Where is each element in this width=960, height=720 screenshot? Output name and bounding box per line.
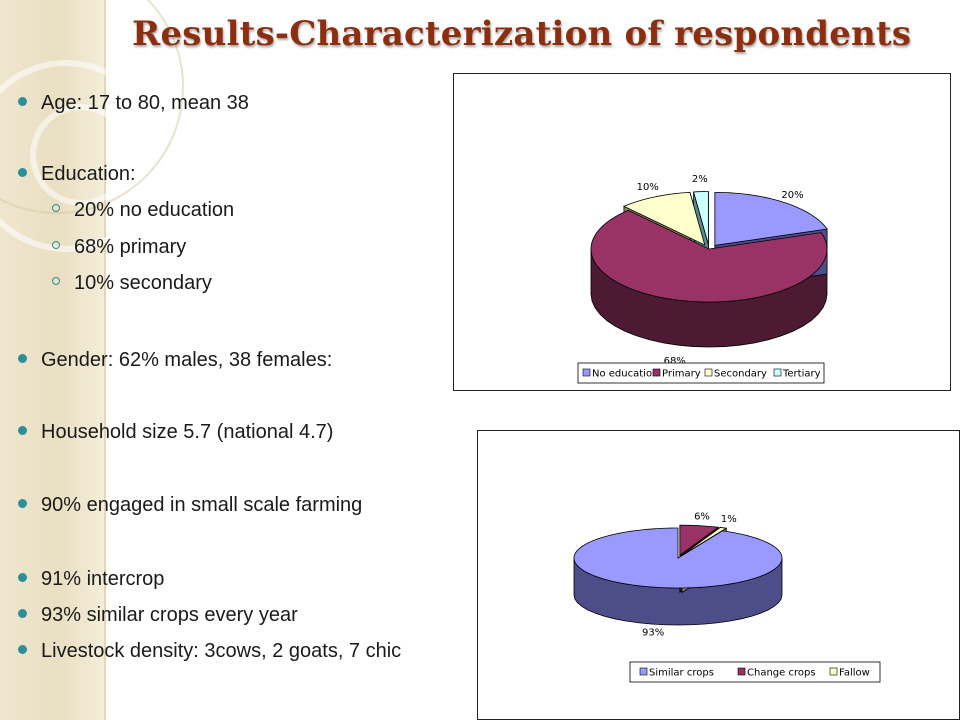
data-label-similar-crops: 93% bbox=[642, 628, 664, 639]
chart-legend bbox=[629, 661, 881, 683]
legend-swatch-similar-crops bbox=[639, 667, 648, 676]
pie-slice-tertiary bbox=[693, 191, 709, 245]
bullet-dot bbox=[18, 426, 27, 435]
chart-legend bbox=[577, 362, 825, 384]
legend-swatch-fallow bbox=[829, 667, 838, 676]
bullet-education: Education: bbox=[18, 163, 136, 186]
sub-bullet-ring bbox=[52, 277, 60, 285]
sub-bullet-text: 10% secondary bbox=[74, 272, 212, 294]
education-pie-chart: 20% 68% 10% 2% No education Primary Secondary T… bbox=[577, 174, 828, 384]
legend-swatch-tertiary bbox=[773, 368, 782, 377]
pie-slice-no-education bbox=[714, 191, 828, 246]
bullet-dot bbox=[18, 354, 27, 363]
bullet-dot bbox=[18, 97, 27, 106]
bullet-gender: Gender: 62% males, 38 females: bbox=[18, 349, 332, 372]
crop-pie-chart: 93% 6% 1% Similar crops Change crops Fallow bbox=[573, 511, 881, 683]
bullet-dot bbox=[18, 168, 27, 177]
pie-slice-similar-crops bbox=[573, 527, 783, 589]
education-chart-panel: 20% 68% 10% 2% No education Primary Secondary T… bbox=[453, 73, 951, 391]
data-label-no-education: 20% bbox=[781, 190, 803, 201]
bullet-farming: 90% engaged in small scale farming bbox=[18, 494, 362, 517]
sub-bullet: 68% primary bbox=[52, 236, 186, 259]
data-label-primary: 68% bbox=[664, 356, 686, 367]
bullet-intercrop: 91% intercrop bbox=[18, 568, 164, 591]
stripe-edge bbox=[104, 0, 106, 720]
legend-label-tertiary: Tertiary bbox=[782, 369, 821, 380]
bullet-age: Age: 17 to 80, mean 38 bbox=[18, 92, 249, 115]
sub-bullet-text: 20% no education bbox=[74, 199, 235, 221]
legend-label-change-crops: Change crops bbox=[747, 668, 816, 679]
legend-swatch-no-education bbox=[582, 368, 591, 377]
bullet-text: 91% intercrop bbox=[41, 568, 165, 590]
pie-slice-primary bbox=[590, 209, 828, 303]
legend-swatch-secondary bbox=[704, 368, 713, 377]
pie-slice-change-crops bbox=[679, 524, 720, 556]
pie-slice-fallow bbox=[681, 527, 728, 556]
bullet-dot bbox=[18, 609, 27, 618]
legend-label-secondary: Secondary bbox=[714, 369, 767, 380]
legend-swatch-change-crops bbox=[737, 667, 746, 676]
bullet-text: 93% similar crops every year bbox=[41, 604, 298, 626]
pie-slice-secondary bbox=[622, 191, 706, 246]
legend-swatch-primary bbox=[652, 368, 661, 377]
crop-chart-panel: 93% 6% 1% Similar crops Change crops Fallow bbox=[477, 430, 960, 720]
sub-bullet-text: 68% primary bbox=[74, 236, 187, 258]
bullet-dot bbox=[18, 499, 27, 508]
bullet-text: Livestock density: 3cows, 2 goats, 7 chi… bbox=[41, 640, 402, 662]
bullet-similar-crops: 93% similar crops every year bbox=[18, 604, 298, 627]
data-label-secondary: 10% bbox=[637, 182, 659, 193]
sub-bullet: 20% no education bbox=[52, 199, 234, 222]
data-label-change-crops: 6% bbox=[694, 511, 710, 522]
bullet-household: Household size 5.7 (national 4.7) bbox=[18, 421, 333, 444]
slide-title: Results-Characterization of respondents bbox=[132, 14, 912, 54]
bullet-text: Age: 17 to 80, mean 38 bbox=[41, 92, 249, 114]
data-label-fallow: 1% bbox=[721, 514, 737, 525]
bullet-text: Education: bbox=[41, 163, 136, 185]
legend-label-primary: Primary bbox=[662, 369, 701, 380]
bullet-livestock: Livestock density: 3cows, 2 goats, 7 chi… bbox=[18, 640, 401, 663]
sub-bullet-ring bbox=[52, 241, 60, 249]
legend-label-fallow: Fallow bbox=[839, 668, 870, 679]
legend-label-no-education: No education bbox=[592, 369, 658, 380]
data-label-tertiary: 2% bbox=[692, 174, 708, 185]
bullet-text: Household size 5.7 (national 4.7) bbox=[41, 421, 334, 443]
bullet-dot bbox=[18, 645, 27, 654]
bullet-text: 90% engaged in small scale farming bbox=[41, 494, 363, 516]
bullet-text: Gender: 62% males, 38 females: bbox=[41, 349, 333, 371]
sub-bullet: 10% secondary bbox=[52, 272, 212, 295]
sub-bullet-ring bbox=[52, 204, 60, 212]
legend-label-similar-crops: Similar crops bbox=[649, 668, 714, 679]
bullet-dot bbox=[18, 573, 27, 582]
